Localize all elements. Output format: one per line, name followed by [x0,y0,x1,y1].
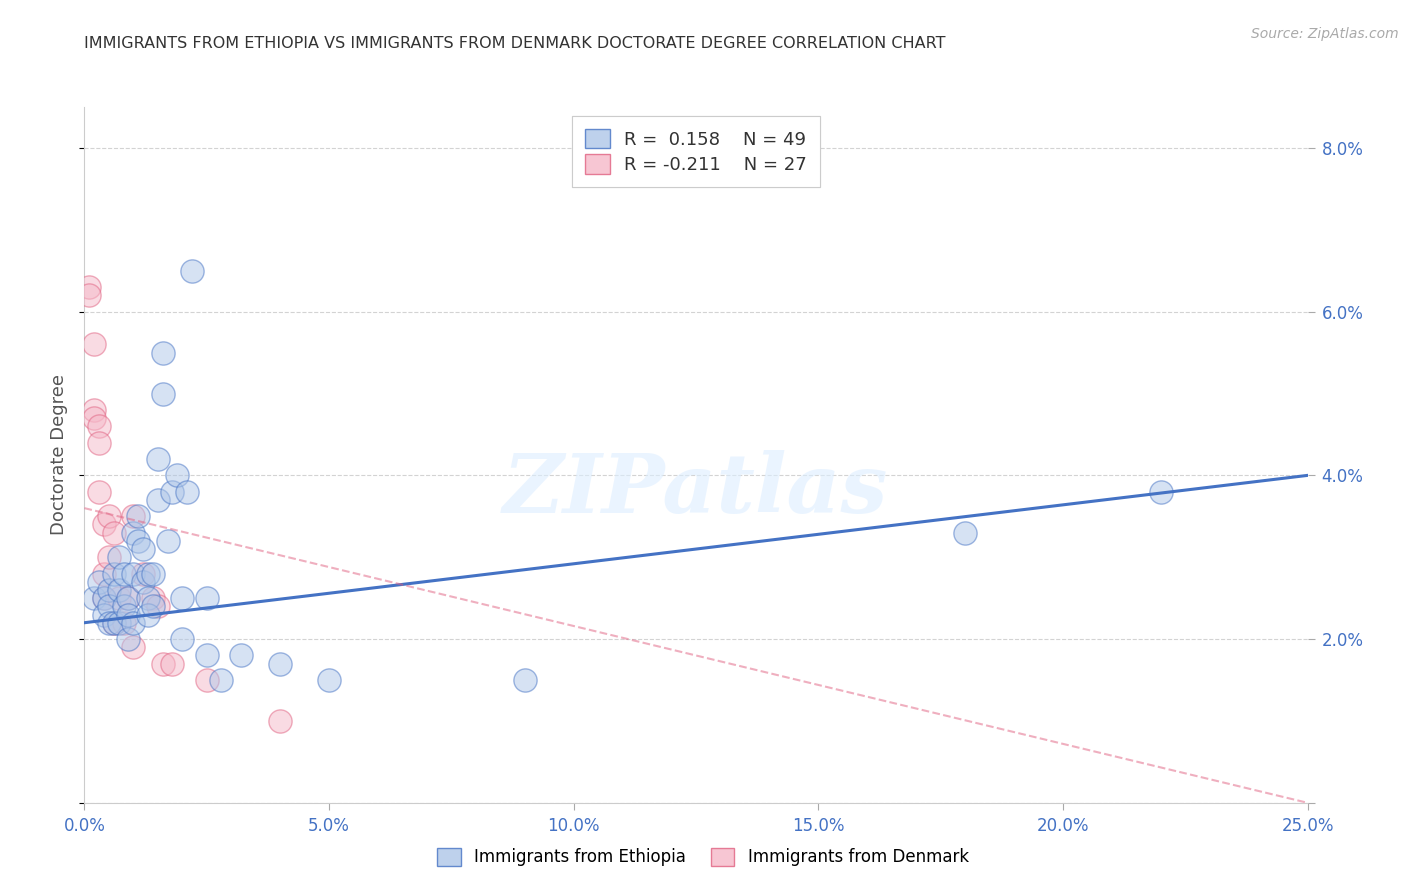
Point [195,591,218,606]
Legend: R =  0.158    N = 49, R = -0.211    N = 27: R = 0.158 N = 49, R = -0.211 N = 27 [572,116,820,186]
Point [229,648,252,663]
Point [97,582,120,597]
Point [87,574,110,589]
Point [146,599,169,614]
Point [172,591,194,606]
Point [142,566,165,581]
Point [112,566,135,581]
Point [513,673,536,687]
Point [117,591,139,606]
Point [269,714,291,728]
Point [83,411,105,425]
Text: IMMIGRANTS FROM ETHIOPIA VS IMMIGRANTS FROM DENMARK DOCTORATE DEGREE CORRELATION: IMMIGRANTS FROM ETHIOPIA VS IMMIGRANTS F… [84,36,946,51]
Point [209,673,232,687]
Point [166,468,188,483]
Point [152,386,174,401]
Point [152,345,174,359]
Point [142,591,165,606]
Point [83,337,105,351]
Text: Source: ZipAtlas.com: Source: ZipAtlas.com [1251,27,1399,41]
Point [122,509,145,524]
Point [1150,484,1173,499]
Point [156,533,179,548]
Point [87,419,110,434]
Point [87,484,110,499]
Point [117,591,139,606]
Point [97,615,120,630]
Point [117,632,139,646]
Point [103,615,125,630]
Point [162,484,184,499]
Point [122,640,145,655]
Legend: Immigrants from Ethiopia, Immigrants from Denmark: Immigrants from Ethiopia, Immigrants fro… [429,839,977,875]
Point [83,591,105,606]
Point [132,574,155,589]
Point [146,452,169,467]
Point [122,566,145,581]
Point [132,542,155,557]
Point [122,615,145,630]
Point [136,607,159,622]
Point [93,607,115,622]
Point [103,615,125,630]
Point [181,264,204,278]
Point [93,517,115,532]
Point [195,673,218,687]
Point [953,525,976,540]
Point [146,492,169,507]
Point [172,632,194,646]
Y-axis label: Doctorate Degree: Doctorate Degree [51,375,69,535]
Point [97,599,120,614]
Point [103,525,125,540]
Point [132,566,155,581]
Point [162,657,184,671]
Point [77,288,100,302]
Point [269,657,291,671]
Point [93,566,115,581]
Point [93,591,115,606]
Point [87,435,110,450]
Point [97,509,120,524]
Point [318,673,340,687]
Point [152,657,174,671]
Point [127,533,149,548]
Point [122,525,145,540]
Point [103,566,125,581]
Point [107,591,129,606]
Point [97,550,120,565]
Point [112,615,135,630]
Point [142,599,165,614]
Point [176,484,198,499]
Point [195,648,218,663]
Point [83,403,105,417]
Text: ZIPatlas: ZIPatlas [503,450,889,530]
Point [77,280,100,294]
Point [136,566,159,581]
Point [117,607,139,622]
Point [127,509,149,524]
Point [136,591,159,606]
Point [107,615,129,630]
Point [107,550,129,565]
Point [107,582,129,597]
Point [112,599,135,614]
Point [93,591,115,606]
